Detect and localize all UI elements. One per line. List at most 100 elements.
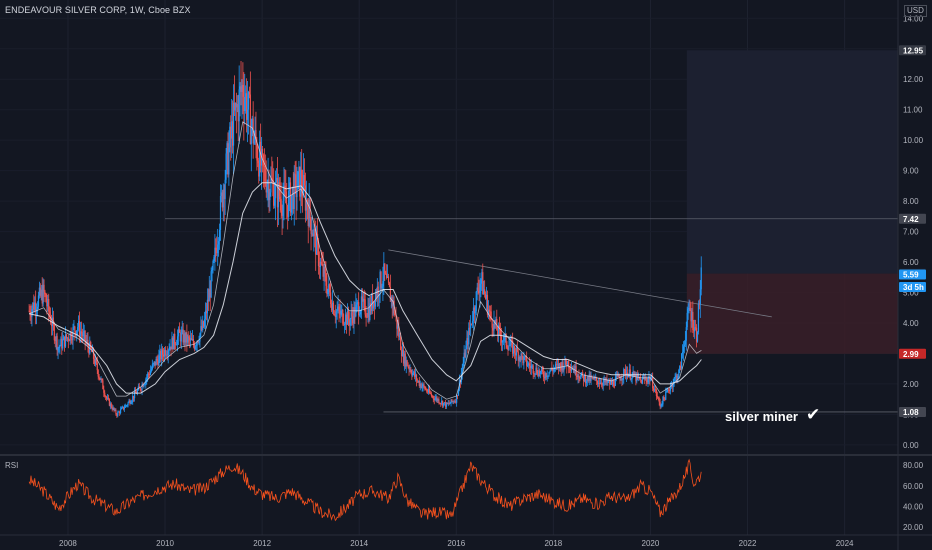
candle-body: [76, 330, 78, 336]
candle-body: [373, 301, 376, 307]
candle-body: [633, 371, 635, 377]
candle-body: [531, 365, 533, 367]
price-tick-label: 11.00: [903, 106, 923, 115]
price-tick-label: 4.00: [903, 319, 919, 328]
candle-body: [505, 334, 507, 346]
candle-body: [64, 334, 67, 347]
candle-body: [374, 293, 377, 307]
candle-body: [382, 281, 384, 287]
candle-body: [401, 349, 404, 356]
candle-body: [587, 375, 589, 382]
price-tick-label: 12.00: [903, 75, 924, 84]
candle-body: [435, 397, 437, 399]
candle-body: [50, 323, 53, 327]
candle-body: [201, 326, 203, 330]
candle-body: [217, 244, 219, 254]
candle-body: [216, 249, 218, 254]
candle-body: [514, 352, 517, 356]
currency-button[interactable]: USD: [904, 5, 927, 17]
candle-body: [559, 363, 561, 366]
candle-body: [147, 373, 149, 378]
candle-body: [214, 247, 216, 258]
candle-body: [162, 349, 164, 355]
candle-body: [449, 403, 451, 405]
candle-body: [446, 402, 448, 404]
candle-body: [54, 340, 56, 342]
candle-body: [358, 302, 360, 316]
candle-body: [364, 299, 366, 315]
candle-body: [136, 390, 139, 394]
candle-body: [371, 295, 373, 311]
candle-body: [640, 379, 643, 384]
candle-body: [462, 362, 464, 368]
candle-body: [153, 361, 155, 364]
candle-body: [583, 375, 586, 382]
candle-body: [93, 358, 96, 364]
candle-body: [117, 412, 119, 416]
candle-body: [105, 396, 107, 398]
candle-body: [495, 319, 497, 325]
candle-body: [29, 310, 31, 315]
candle-body: [263, 165, 265, 168]
candle-body: [351, 312, 353, 317]
candle-body: [120, 407, 123, 410]
candle-body: [290, 195, 293, 213]
candle-body: [218, 229, 221, 242]
candle-body: [589, 374, 591, 381]
candle-body: [477, 287, 479, 291]
candle-body: [134, 391, 137, 394]
candle-body: [545, 372, 547, 377]
candle-body: [547, 375, 549, 377]
candle-body: [308, 199, 310, 227]
candle-body: [258, 163, 260, 177]
candle-body: [168, 349, 170, 351]
candle-body: [581, 372, 583, 376]
candle-body: [695, 327, 698, 342]
candle-body: [138, 386, 140, 388]
candle-body: [515, 347, 517, 356]
candle-body: [486, 294, 489, 315]
candle-body: [639, 379, 642, 380]
candle-body: [676, 375, 678, 381]
candle-body: [296, 189, 298, 198]
resistance-zone: [686, 273, 898, 354]
candle-body: [394, 313, 396, 315]
candle-body: [267, 179, 269, 185]
candle-body: [125, 405, 127, 407]
candle-body: [369, 303, 371, 320]
time-tick-label: 2022: [739, 539, 757, 548]
candle-body: [561, 362, 563, 371]
candle-body: [613, 385, 616, 387]
candle-body: [620, 379, 622, 381]
candle-body: [635, 374, 637, 382]
candle-body: [526, 357, 528, 366]
candle-body: [200, 326, 202, 334]
candle-body: [52, 317, 54, 325]
candle-body: [657, 397, 659, 398]
candle-body: [667, 389, 670, 391]
candle-body: [660, 404, 662, 407]
moving-averages: [28, 121, 702, 400]
candle-body: [340, 310, 342, 315]
candle-body: [326, 285, 328, 294]
check-mark-icon: ✔: [806, 405, 821, 424]
price-tag-label: 12.95: [903, 46, 924, 55]
candle-body: [336, 310, 338, 312]
candle-body: [87, 339, 89, 347]
candle-body: [262, 154, 265, 166]
candle-body: [327, 288, 329, 294]
candle-body: [212, 261, 214, 271]
candle-body: [416, 380, 419, 382]
candle-body: [123, 407, 125, 410]
candle-body: [218, 241, 220, 245]
candle-body: [40, 289, 42, 296]
candle-body: [299, 166, 301, 197]
candle-body: [421, 386, 423, 388]
candle-body: [528, 363, 531, 366]
candle-body: [205, 310, 208, 314]
candle-body: [230, 126, 232, 139]
candle-body: [661, 404, 663, 406]
candle-body: [207, 299, 209, 302]
candle-body: [585, 381, 588, 384]
candle-body: [361, 296, 363, 302]
